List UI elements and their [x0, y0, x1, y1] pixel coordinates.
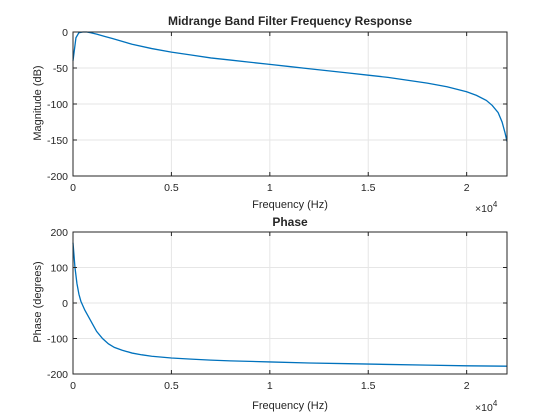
phase-plot-x-exponent-base: ×10 [475, 402, 493, 414]
phase-plot-ylabel: Phase (degrees) [32, 261, 44, 342]
magnitude-plot-y-tick-label: -150 [47, 135, 68, 147]
magnitude-plot-series-line [72, 31, 508, 142]
phase-plot-title: Phase [272, 215, 308, 229]
phase-plot-y-tick-label: -100 [47, 334, 68, 346]
magnitude-plot-x-tick-label: 1 [267, 182, 273, 194]
phase-plot-x-exponent-power: 4 [493, 399, 498, 408]
phase-plot-y-tick-label: 0 [62, 298, 68, 310]
magnitude-plot-x-tick-label: 1.5 [361, 182, 376, 194]
magnitude-plot-y-tick-label: -100 [47, 99, 68, 111]
phase-plot-series-line [72, 242, 508, 367]
phase-plot-x-tick-label: 1.5 [361, 380, 376, 392]
phase-plot-y-tick-label: 200 [50, 227, 68, 239]
magnitude-plot-x-exponent: ×104 [475, 200, 498, 215]
magnitude-plot-y-tick-label: -50 [53, 63, 68, 75]
magnitude-plot-xlabel: Frequency (Hz) [252, 199, 328, 211]
phase-plot-x-tick-label: 2 [464, 380, 470, 392]
magnitude-plot: Midrange Band Filter Frequency Response … [32, 14, 508, 215]
phase-plot-y-tick-label: 100 [50, 263, 68, 275]
phase-plot-y-tick-label: -200 [47, 369, 68, 381]
magnitude-plot-ylabel: Magnitude (dB) [32, 65, 44, 140]
magnitude-plot-title: Midrange Band Filter Frequency Response [168, 14, 412, 28]
phase-plot-x-tick-label: 1 [267, 380, 273, 392]
magnitude-plot-x-tick-label: 0 [70, 182, 76, 194]
magnitude-plot-x-exponent-base: ×10 [475, 203, 493, 215]
magnitude-plot-y-tick-label: 0 [62, 27, 68, 39]
magnitude-plot-x-tick-label: 0.5 [164, 182, 179, 194]
phase-plot-x-exponent: ×104 [475, 399, 498, 414]
magnitude-plot-y-tick-label: -200 [47, 171, 68, 183]
magnitude-plot-x-exponent-power: 4 [493, 200, 498, 209]
phase-plot-x-tick-label: 0 [70, 380, 76, 392]
phase-plot-x-tick-label: 0.5 [164, 380, 179, 392]
magnitude-plot-x-tick-label: 2 [464, 182, 470, 194]
phase-plot: Phase Frequency (Hz) Phase (degrees) ×10… [32, 215, 508, 414]
phase-plot-xlabel: Frequency (Hz) [252, 400, 328, 412]
